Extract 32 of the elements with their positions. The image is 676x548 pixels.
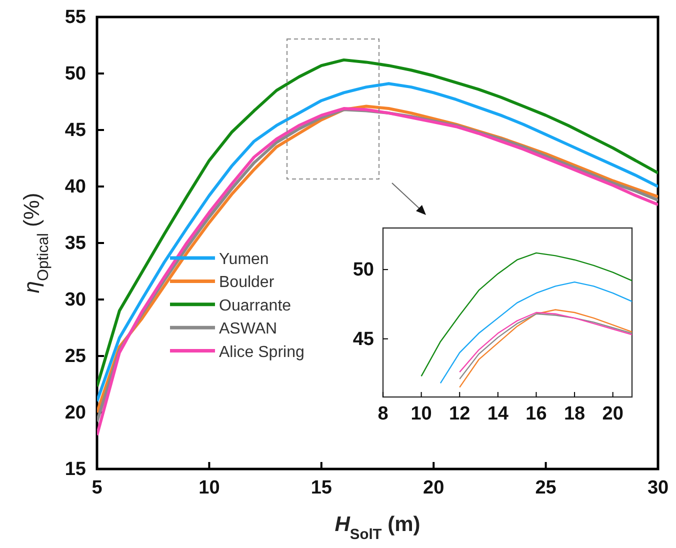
x-tick-label: 25: [535, 477, 557, 498]
x-tick-label: 14: [487, 403, 509, 424]
y-tick-label: 25: [64, 346, 86, 368]
y-tick-label: 40: [64, 176, 86, 198]
legend-label: Yumen: [219, 251, 269, 268]
x-tick-label: 5: [92, 477, 103, 498]
y-tick-label: 55: [64, 7, 86, 28]
legend-label: Ouarrante: [219, 297, 292, 314]
x-tick-label: 18: [564, 403, 586, 424]
x-tick-label: 10: [410, 403, 432, 424]
x-tick-label: 30: [647, 477, 669, 498]
y-tick-label: 45: [352, 328, 374, 350]
x-tick-label: 10: [198, 477, 220, 498]
x-axis-title: H$_{SolT}$ (m): [334, 513, 420, 543]
line-series: [420, 252, 632, 377]
x-tick-label: 15: [310, 477, 332, 498]
legend-label: Boulder: [219, 274, 275, 292]
x-tick-label: 20: [602, 403, 624, 424]
y-tick-label: 45: [64, 120, 86, 142]
x-tick-label: 16: [526, 403, 547, 424]
legend-label: ASWAN: [219, 320, 278, 338]
y-tick-label: 50: [352, 260, 374, 281]
y-tick-label: 15: [64, 459, 86, 480]
x-tick-label: 8: [378, 403, 388, 424]
y-tick-label: 35: [64, 233, 86, 254]
line-series: [440, 281, 632, 384]
line-series: [459, 309, 632, 388]
x-tick-label: 12: [449, 403, 470, 424]
x-tick-label: 20: [423, 477, 444, 498]
y-tick-label: 30: [64, 290, 86, 311]
legend-label: Alice Spring: [219, 344, 304, 361]
y-tick-label: 50: [64, 64, 86, 85]
